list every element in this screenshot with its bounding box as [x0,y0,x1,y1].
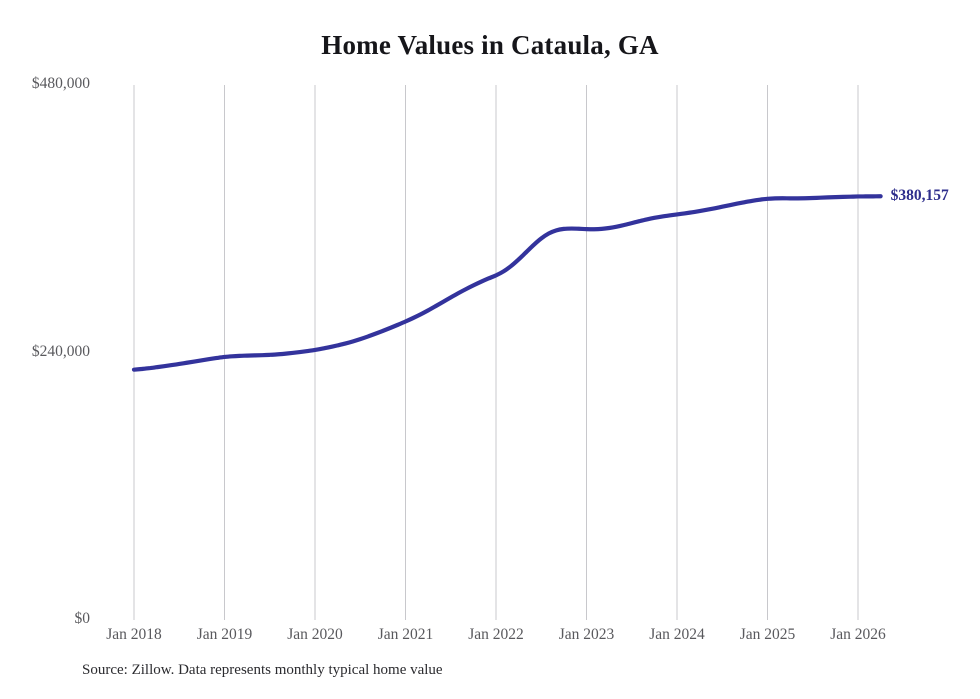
source-note: Source: Zillow. Data represents monthly … [82,662,443,678]
chart-title: Home Values in Cataula, GA [321,30,659,60]
y-axis-tick-240000: $240,000 [31,342,90,360]
y-axis-tick-480000: $480,000 [31,75,90,92]
home-value-line [131,194,883,372]
x-axis-tick-2022-01: Jan 2022 [468,626,524,643]
x-axis-tick-2020-01: Jan 2020 [287,626,343,643]
x-axis-tick-2019-01: Jan 2019 [196,626,253,643]
x-axis-tick-2018-01: Jan 2018 [106,626,162,643]
x-axis-tick-2024-01: Jan 2024 [649,626,705,643]
gridlines-group [133,85,859,620]
x-axis-tick-2026-01: Jan 2026 [830,626,886,643]
x-axis-tick-2021-01: Jan 2021 [377,626,434,643]
x-axis-tick-2023-01: Jan 2023 [558,626,615,643]
y-axis-tick-0: $0 [74,610,91,627]
end-value-annotation: $380,157 [890,187,949,205]
x-axis-tick-2025-01: Jan 2025 [739,626,796,643]
